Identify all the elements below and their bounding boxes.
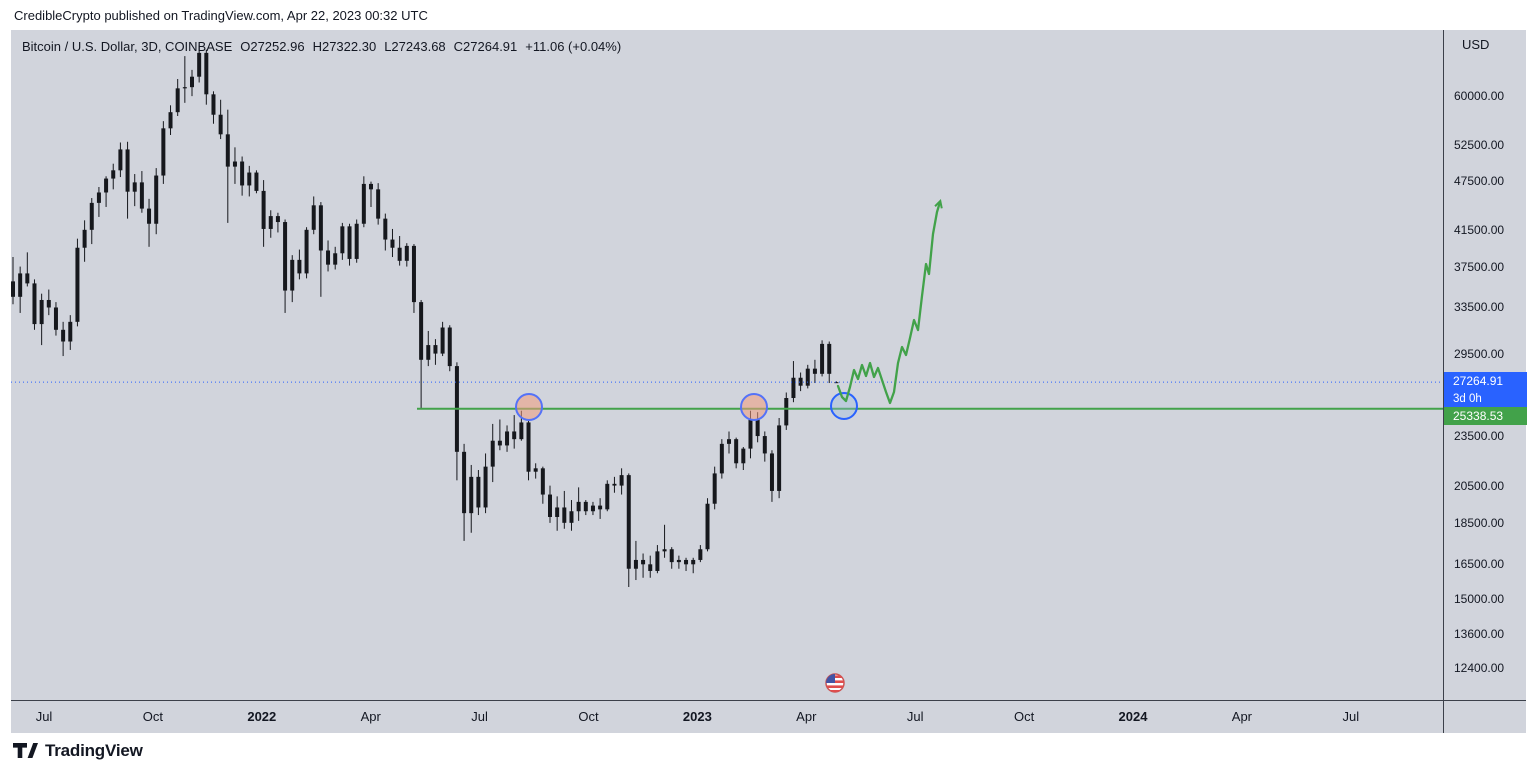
- time-axis[interactable]: Jul Oct 2022 Apr Jul Oct 2023 Apr Jul Oct 2024 Apr J…: [11, 700, 1526, 734]
- time-tick-month: Jul: [1342, 709, 1360, 724]
- legend-change-value: +11.06 (+0.04%): [525, 39, 622, 54]
- price-tick: 20500.00: [1454, 478, 1505, 493]
- legend-high-value: H27322.30: [312, 39, 377, 54]
- time-tick-month: Jul: [906, 709, 924, 724]
- time-tick-month: Oct: [142, 709, 164, 724]
- time-tick-year: 2023: [682, 709, 712, 724]
- symbol-title[interactable]: Bitcoin / U.S. Dollar, 3D, COINBASE: [22, 39, 233, 54]
- tradingview-logo-icon[interactable]: [13, 743, 38, 758]
- price-tick: 60000.00: [1454, 89, 1505, 104]
- price-axis[interactable]: USD 60000.00 52500.00 47500.00 41500.00 3750…: [1443, 30, 1527, 733]
- price-tick: 52500.00: [1454, 137, 1505, 152]
- legend-open-value: O27252.96: [240, 39, 305, 54]
- drawings-group: [515, 199, 943, 421]
- price-tick: 41500.00: [1454, 222, 1505, 237]
- price-tick: 33500.00: [1454, 300, 1505, 315]
- price-axis-currency: USD: [1462, 37, 1490, 52]
- candles-group: [11, 45, 839, 587]
- tradingview-wordmark[interactable]: TradingView: [45, 740, 143, 760]
- price-tick: 13600.00: [1454, 627, 1505, 642]
- price-tick: 12400.00: [1454, 660, 1505, 675]
- time-tick-month: Oct: [578, 709, 599, 724]
- price-tick: 29500.00: [1454, 346, 1505, 361]
- time-tick-month: Apr: [796, 709, 817, 724]
- level-price-label: 25338.53: [1444, 407, 1527, 426]
- time-tick-month: Apr: [360, 709, 381, 724]
- price-tick: 23500.00: [1454, 429, 1505, 444]
- price-tick: 18500.00: [1454, 515, 1505, 530]
- time-tick-month: Apr: [1231, 709, 1253, 724]
- chart-legend: Bitcoin / U.S. Dollar, 3D, COINBASE O2725…: [22, 39, 629, 54]
- time-tick-month: Oct: [1013, 709, 1035, 724]
- candlestick-plot[interactable]: [11, 30, 1443, 700]
- bar-countdown-label: 3d 0h: [1444, 391, 1527, 408]
- price-tick: 15000.00: [1454, 591, 1505, 606]
- footer: TradingView: [0, 733, 1536, 768]
- retest-circle-feb-2023[interactable]: [740, 393, 768, 421]
- projected-retest-circle[interactable]: [830, 392, 858, 420]
- time-tick-month: Jul: [471, 709, 488, 724]
- time-tick-month: Jul: [35, 709, 53, 724]
- retest-circle-aug-2022[interactable]: [515, 393, 543, 421]
- price-tick: 37500.00: [1454, 259, 1505, 274]
- chart-region[interactable]: Bitcoin / U.S. Dollar, 3D, COINBASE O2725…: [11, 30, 1527, 734]
- price-tick: 47500.00: [1454, 173, 1505, 188]
- time-tick-year: 2024: [1118, 709, 1148, 724]
- lines-group: [11, 381, 1443, 410]
- legend-close-value: C27264.91: [453, 39, 518, 54]
- current-price-label: 27264.91: [1444, 372, 1527, 392]
- attribution-text: CredibleCrypto published on TradingView.…: [14, 7, 428, 23]
- time-tick-year: 2022: [247, 709, 277, 724]
- us-flag-icon: [825, 673, 845, 693]
- legend-low-value: L27243.68: [384, 39, 446, 54]
- projection-arrow[interactable]: [836, 199, 943, 405]
- price-tick: 16500.00: [1454, 557, 1505, 572]
- attribution-bar: CredibleCrypto published on TradingView.…: [0, 0, 1536, 30]
